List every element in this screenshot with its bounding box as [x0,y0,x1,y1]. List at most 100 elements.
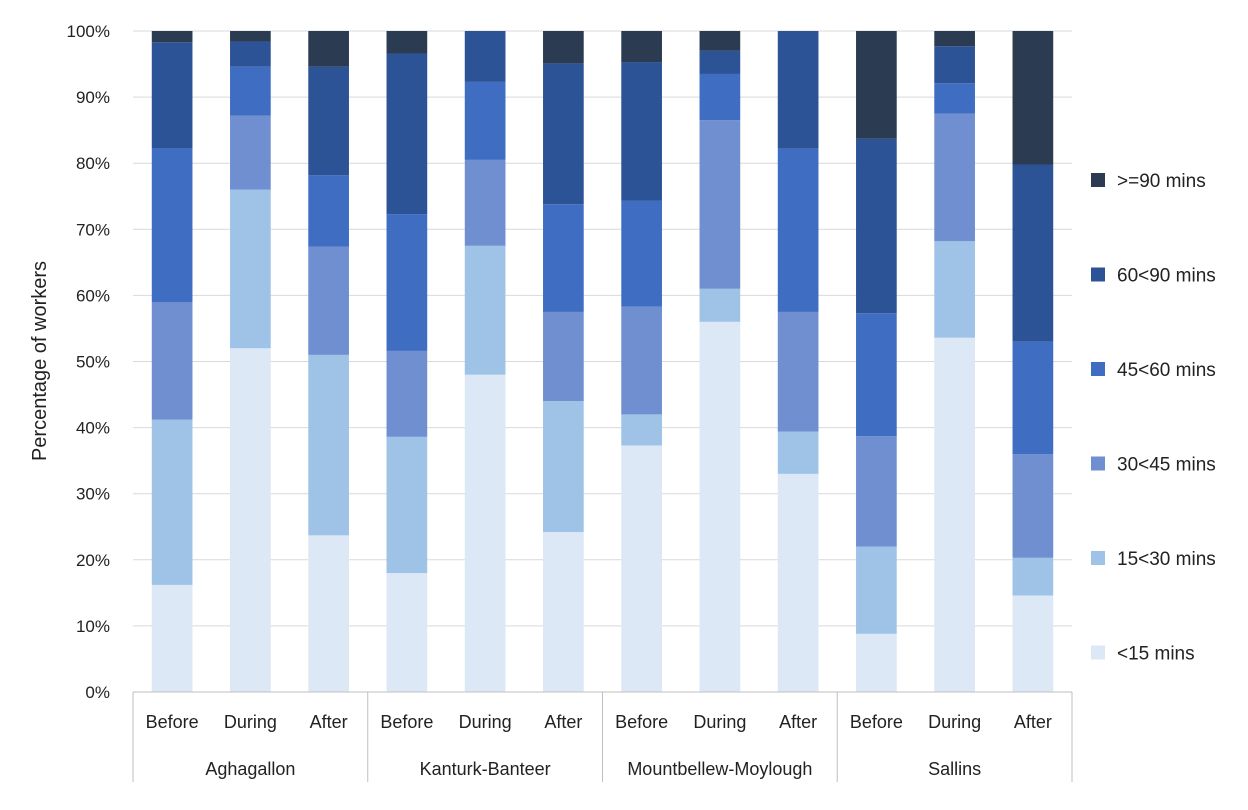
x-tick-label: During [224,712,277,732]
x-tick-label: During [928,712,981,732]
bar-segment [777,148,819,312]
bar-segment [308,66,349,176]
bar-segment [151,302,193,420]
legend-swatch [1091,456,1105,471]
bar-segment [856,313,897,437]
bar-segment [543,401,584,533]
bar-segment [386,350,428,437]
legend-swatch [1091,267,1105,282]
bar-segment [1012,164,1054,342]
bar-segment [386,31,428,54]
bar-segment [151,419,193,585]
x-tick-label: After [310,712,348,732]
bar-segment [230,115,271,190]
x-tick-label: After [779,712,817,732]
bar-segment [777,31,819,149]
legend-label: 30<45 mins [1117,455,1216,476]
bar-segment [151,584,193,692]
x-tick-label: Before [146,712,199,732]
bar-segment [621,306,662,415]
bar-segment [308,175,349,247]
bar-segment [699,50,741,74]
legend-label: >=90 mins [1117,171,1206,192]
bar-segment [621,200,662,307]
bar-segment [386,436,428,574]
bar-segment [699,288,741,322]
legend-swatch [1091,645,1105,660]
bar-segment [777,311,819,432]
y-tick-label: 0% [85,683,110,702]
bar-segment [934,337,975,692]
bar-segment [464,81,506,160]
bar-segment [1012,595,1054,692]
bar-segment [230,189,271,349]
y-tick-label: 30% [76,485,110,504]
x-tick-label: After [1014,712,1052,732]
bar-segment [308,354,349,536]
x-group-label: Kanturk-Banteer [420,759,551,779]
bar-segment [1012,31,1054,165]
y-tick-label: 10% [76,617,110,636]
legend: >=90 mins 60<90 mins 45<60 mins 30<45 mins 1… [1091,171,1216,665]
bar-segment [543,311,584,402]
bar-segment [151,147,193,303]
bar-segment [543,204,584,312]
x-tick-label: During [459,712,512,732]
bar-segment [308,246,349,355]
x-tick-label: During [693,712,746,732]
axes: 0% 10% 20% 30% 40% 50% 60% 70% 80% 90% 100% Before D… [67,22,1073,782]
bar-segment [621,31,662,63]
bar-segment [699,321,741,692]
x-group-label: Aghagallon [205,759,295,779]
bar-segment [934,113,975,242]
legend-swatch [1091,173,1105,187]
bar-segment [856,138,897,314]
y-tick-label: 50% [76,353,110,372]
x-tick-label: Before [615,712,668,732]
bar-segment [1012,341,1054,455]
y-tick-label: 40% [76,419,110,438]
bar-segment [386,573,428,692]
bar-segment [699,31,741,51]
bar-segment [1012,454,1054,558]
gridlines [133,30,1072,693]
bar-segment [934,31,975,47]
bar-segment [464,31,506,82]
bar-segment [621,62,662,201]
bar-segment [856,31,897,139]
bar-segment [1012,557,1054,596]
legend-label: 45<60 mins [1117,360,1216,381]
bar-segment [151,42,193,148]
y-tick-label: 90% [76,88,110,107]
bar-segment [464,245,506,375]
bar-segment [934,83,975,114]
bar-segment [543,31,584,64]
bar-segment [464,159,506,246]
bar-segment [699,120,741,289]
bar-segment [777,473,819,692]
bar-segment [777,431,819,474]
bar-segment [934,46,975,84]
bar-segment [856,546,897,634]
y-tick-label: 60% [76,286,110,305]
legend-label: 60<90 mins [1117,266,1216,287]
bar-segment [464,374,506,692]
bar-segment [934,241,975,338]
x-group-label: Sallins [928,759,981,779]
bar-segment [230,41,271,67]
bar-segment [621,445,662,692]
bar-segment [230,348,271,692]
bars [151,31,1054,692]
legend-label: 15<30 mins [1117,549,1216,570]
legend-swatch [1091,362,1105,376]
y-axis-label: Percentage of workers [29,261,51,461]
bar-segment [699,73,741,121]
bar-segment [308,535,349,692]
bar-segment [856,436,897,547]
y-tick-label: 70% [76,220,110,239]
bar-segment [151,31,193,43]
x-tick-label: Before [380,712,433,732]
x-group-label: Mountbellew-Moylough [627,759,812,779]
